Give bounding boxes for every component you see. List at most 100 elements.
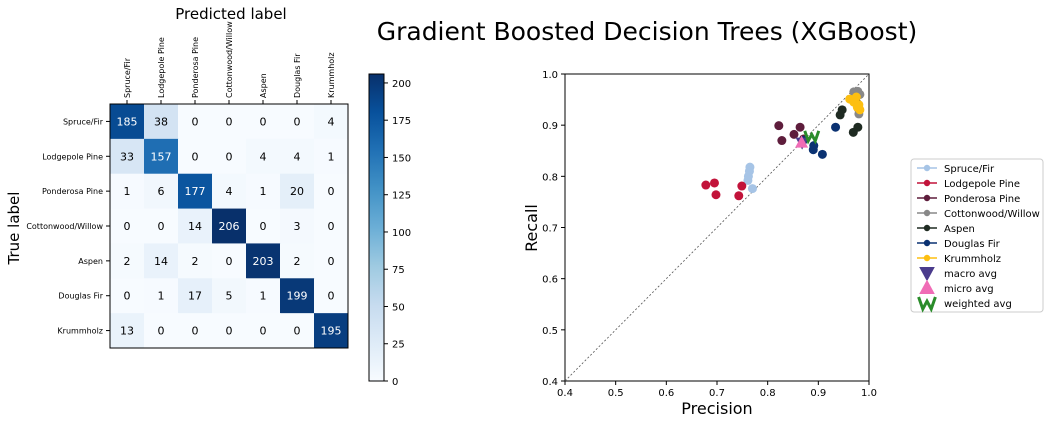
cm-cell-value: 4	[226, 185, 233, 198]
cm-y-tick-label-aspen: Aspen	[78, 257, 103, 266]
cm-cell-value: 38	[154, 115, 168, 128]
pr-x-axis-label: Precision	[681, 399, 752, 418]
cm-cell	[144, 243, 179, 279]
cm-cell-value: 1	[124, 185, 131, 198]
cm-cell-value: 2	[192, 255, 199, 268]
cm-cell-value: 3	[294, 220, 301, 233]
pr-point-lodgepole-pine	[711, 190, 721, 200]
cm-cell-value: 4	[328, 115, 335, 128]
pr-x-tick-label: 0.9	[810, 388, 826, 399]
colorbar-tick-label: 175	[392, 116, 411, 127]
pr-x-tick-label: 0.5	[608, 388, 624, 399]
pr-point-micro-avg	[795, 135, 809, 148]
legend-label-macro-avg: macro avg	[944, 269, 997, 280]
pr-point-krummholz	[851, 92, 861, 102]
pr-points	[701, 86, 865, 201]
pr-x-tick-label: 0.6	[658, 388, 674, 399]
cm-cell-value: 0	[328, 220, 335, 233]
cm-cell	[314, 278, 349, 314]
legend-label-krummholz: Krummholz	[944, 254, 1001, 265]
cm-cell-value: 0	[328, 185, 335, 198]
cm-x-tick-label-ponderosa-pine: Ponderosa Pine	[191, 37, 200, 98]
cm-cell	[212, 313, 247, 349]
legend-label-aspen: Aspen	[944, 224, 975, 235]
cm-cell	[144, 208, 179, 244]
cm-cell-value: 0	[226, 115, 233, 128]
pr-point-douglas-fir	[809, 141, 819, 151]
cm-cell	[246, 138, 281, 175]
cm-cell-value: 6	[158, 185, 165, 198]
cm-cell	[314, 138, 349, 175]
cm-cell	[144, 313, 179, 349]
cm-cell-value: 13	[120, 325, 134, 338]
cm-cell	[178, 208, 213, 244]
cm-cell	[280, 104, 315, 140]
pr-y-tick-label: 1.0	[542, 70, 558, 81]
colorbar-tick-label: 0	[392, 377, 398, 388]
colorbar-tick-label: 150	[392, 153, 411, 164]
cm-y-tick-label-spruce-fir: Spruce/Fir	[63, 117, 104, 126]
legend-label-ponderosa-pine: Ponderosa Pine	[944, 194, 1020, 205]
cm-cell-value: 0	[192, 150, 199, 163]
cm-cell-value: 157	[151, 150, 172, 163]
cm-cell	[212, 104, 247, 140]
cm-cell-value: 0	[328, 290, 335, 303]
legend-label-cottonwood-willow: Cottonwood/Willow	[944, 209, 1040, 220]
legend-marker-weighted-avg	[917, 296, 937, 313]
cm-cell-value: 1	[260, 185, 267, 198]
pr-point-lodgepole-pine	[737, 181, 747, 191]
cm-cell	[212, 138, 247, 175]
pr-point-douglas-fir	[831, 122, 841, 132]
cm-cell	[314, 243, 349, 279]
legend-box	[910, 158, 1044, 313]
cm-cell-value: 185	[117, 115, 138, 128]
legend-label-weighted-avg: weighted avg	[944, 299, 1012, 310]
pr-x-tick-label: 0.4	[557, 388, 573, 399]
pr-x-tick-label: 0.7	[709, 388, 725, 399]
cm-cell-value: 17	[188, 290, 202, 303]
legend-label-spruce-fir: Spruce/Fir	[944, 164, 995, 175]
pr-point-spruce-fir	[743, 175, 753, 185]
cm-cell	[144, 104, 179, 140]
legend-marker-micro-avg	[919, 279, 935, 294]
cm-cell-value: 1	[260, 290, 267, 303]
pr-x-tick-label: 0.8	[760, 388, 776, 399]
cm-cell-value: 2	[124, 255, 131, 268]
legend-marker-cottonwood-willow	[923, 209, 931, 217]
cm-y-tick-label-lodgepole-pine: Lodgepole Pine	[42, 152, 103, 161]
cm-y-axis-label: True label	[5, 192, 23, 266]
colorbar-tick-label: 25	[392, 340, 405, 351]
legend-label-lodgepole-pine: Lodgepole Pine	[944, 179, 1020, 190]
cm-cell-value: 0	[260, 220, 267, 233]
pr-point-aspen	[853, 122, 863, 132]
cm-cell	[110, 313, 145, 349]
pr-point-lodgepole-pine	[701, 180, 711, 190]
cm-cell	[178, 243, 213, 279]
cm-title: Predicted label	[175, 5, 286, 23]
cm-cell-value: 0	[124, 220, 131, 233]
colorbar-tick-label: 50	[392, 302, 405, 313]
cm-cell	[314, 313, 349, 349]
cm-cell	[280, 313, 315, 349]
cm-cell-value: 0	[294, 325, 301, 338]
colorbar	[368, 73, 385, 382]
legend-marker-macro-avg	[919, 267, 935, 282]
pr-y-tick-label: 0.8	[542, 172, 558, 183]
cm-cell-value: 1	[328, 150, 335, 163]
cm-y-tick-label-cottonwood-willow: Cottonwood/Willow	[26, 222, 103, 231]
cm-cell	[178, 104, 213, 140]
cm-cell-value: 20	[290, 185, 304, 198]
cm-cell	[246, 313, 281, 349]
cm-cell	[144, 173, 179, 210]
cm-cell-value: 0	[124, 290, 131, 303]
cm-cell	[178, 173, 213, 210]
legend-label-micro-avg: micro avg	[944, 284, 994, 295]
pr-point-spruce-fir	[745, 162, 755, 172]
pr-point-aspen	[837, 105, 847, 115]
cm-cell-value: 1	[158, 290, 165, 303]
pr-point-ponderosa-pine	[774, 121, 784, 131]
cm-cell-value: 5	[226, 290, 233, 303]
cm-x-tick-label-aspen: Aspen	[259, 73, 268, 98]
cm-cell	[212, 173, 247, 210]
cm-x-tick-labels: Spruce/Fir Lodgepole Pine Ponderosa Pine Co…	[123, 21, 336, 104]
